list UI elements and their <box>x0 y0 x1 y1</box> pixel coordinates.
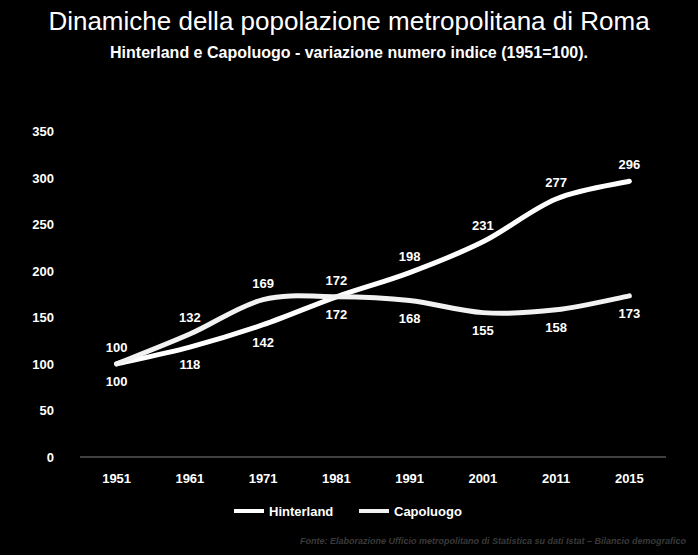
y-tick <box>76 410 80 411</box>
y-tick-label: 200 <box>32 264 54 279</box>
y-tick <box>76 224 80 225</box>
x-tick-label: 1951 <box>102 471 131 486</box>
y-tick <box>76 363 80 364</box>
x-tick-label: 1981 <box>322 471 351 486</box>
background <box>0 0 698 555</box>
data-label: 100 <box>106 374 128 389</box>
y-tick-label: 300 <box>32 171 54 186</box>
y-tick <box>76 270 80 271</box>
data-label: 198 <box>399 249 421 264</box>
data-label: 173 <box>619 306 641 321</box>
y-tick-label: 150 <box>32 310 54 325</box>
data-label: 155 <box>472 323 494 338</box>
data-label: 158 <box>545 320 567 335</box>
y-tick <box>76 177 80 178</box>
x-tick-label: 2015 <box>615 471 644 486</box>
y-tick <box>76 317 80 318</box>
data-label: 168 <box>399 311 421 326</box>
y-tick-label: 100 <box>32 357 54 372</box>
legend-swatch <box>359 509 389 513</box>
data-label: 277 <box>545 175 567 190</box>
y-tick <box>76 457 80 458</box>
title: Dinamiche della popolazione metropolitan… <box>48 6 650 36</box>
data-labels: 100 118 142 172 198 231 277 296 100 132 169 172 168 1… <box>106 157 640 389</box>
legend-label: Hinterland <box>269 504 333 519</box>
data-label: 132 <box>179 310 201 325</box>
data-label: 169 <box>252 276 274 291</box>
x-tick-label: 2001 <box>468 471 497 486</box>
y-tick-label: 50 <box>40 403 54 418</box>
data-label: 142 <box>252 335 274 350</box>
y-tick-label: 350 <box>32 124 54 139</box>
chart-root: Dinamiche della popolazione metropolitan… <box>0 0 698 555</box>
y-tick-label: 0 <box>47 450 54 465</box>
data-label: 172 <box>326 307 348 322</box>
data-label: 118 <box>179 357 200 372</box>
x-tick-label: 1961 <box>175 471 204 486</box>
subtitle: Hinterland e Capoluogo - variazione nume… <box>110 44 588 61</box>
series-line <box>117 181 630 364</box>
x-axis-line <box>80 457 666 458</box>
data-label: 296 <box>619 157 641 172</box>
legend-label: Capoluogo <box>394 504 462 519</box>
y-tick-label: 250 <box>32 217 54 232</box>
x-tick-label: 1971 <box>249 471 278 486</box>
legend: Hinterland Capoluogo <box>234 504 462 519</box>
series-line <box>117 296 630 364</box>
legend-swatch <box>234 509 264 513</box>
y-tick <box>76 131 80 132</box>
x-tick-label: 2011 <box>542 471 570 486</box>
data-label: 172 <box>326 273 348 288</box>
source: Fonte: Elaborazione Ufficio metropolitan… <box>300 536 686 546</box>
plot-area <box>117 181 630 364</box>
data-label: 231 <box>472 218 494 233</box>
chart-svg: Dinamiche della popolazione metropolitan… <box>0 0 698 555</box>
data-label: 100 <box>106 340 128 355</box>
x-tick-label: 1991 <box>395 471 424 486</box>
